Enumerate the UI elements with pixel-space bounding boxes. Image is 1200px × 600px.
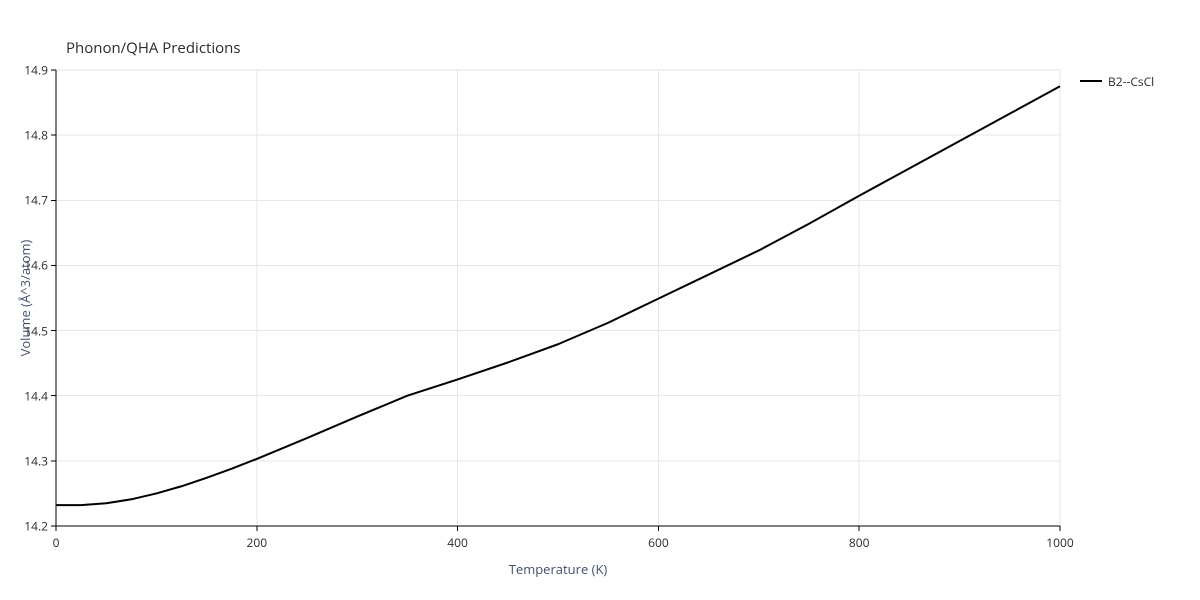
plot-svg [56,70,1060,526]
y-tick-label: 14.4 [24,387,48,404]
x-tick-label: 0 [53,534,60,551]
x-tick-label: 400 [447,534,468,551]
series-line [56,86,1060,505]
legend-item[interactable]: B2--CsCl [1080,72,1154,90]
legend-swatch [1080,80,1102,82]
plot-area [56,70,1060,526]
x-tick-label: 1000 [1046,534,1073,551]
legend-label: B2--CsCl [1108,73,1154,90]
axes [51,70,1060,531]
x-tick-label: 600 [648,534,669,551]
x-tick-label: 800 [849,534,870,551]
chart-root: Phonon/QHA Predictions Volume (Å^3/atom)… [0,0,1200,600]
y-tick-label: 14.2 [24,518,48,535]
y-tick-label: 14.6 [24,257,48,274]
x-tick-label: 200 [247,534,268,551]
y-tick-label: 14.5 [24,322,48,339]
y-tick-label: 14.3 [24,452,48,469]
y-tick-label: 14.9 [24,62,48,79]
legend: B2--CsCl [1080,72,1154,90]
y-tick-label: 14.8 [24,127,48,144]
series-group [56,86,1060,505]
y-tick-label: 14.7 [24,192,48,209]
x-axis-title: Temperature (K) [56,560,1060,578]
chart-title: Phonon/QHA Predictions [66,38,241,58]
gridlines [56,70,1060,526]
